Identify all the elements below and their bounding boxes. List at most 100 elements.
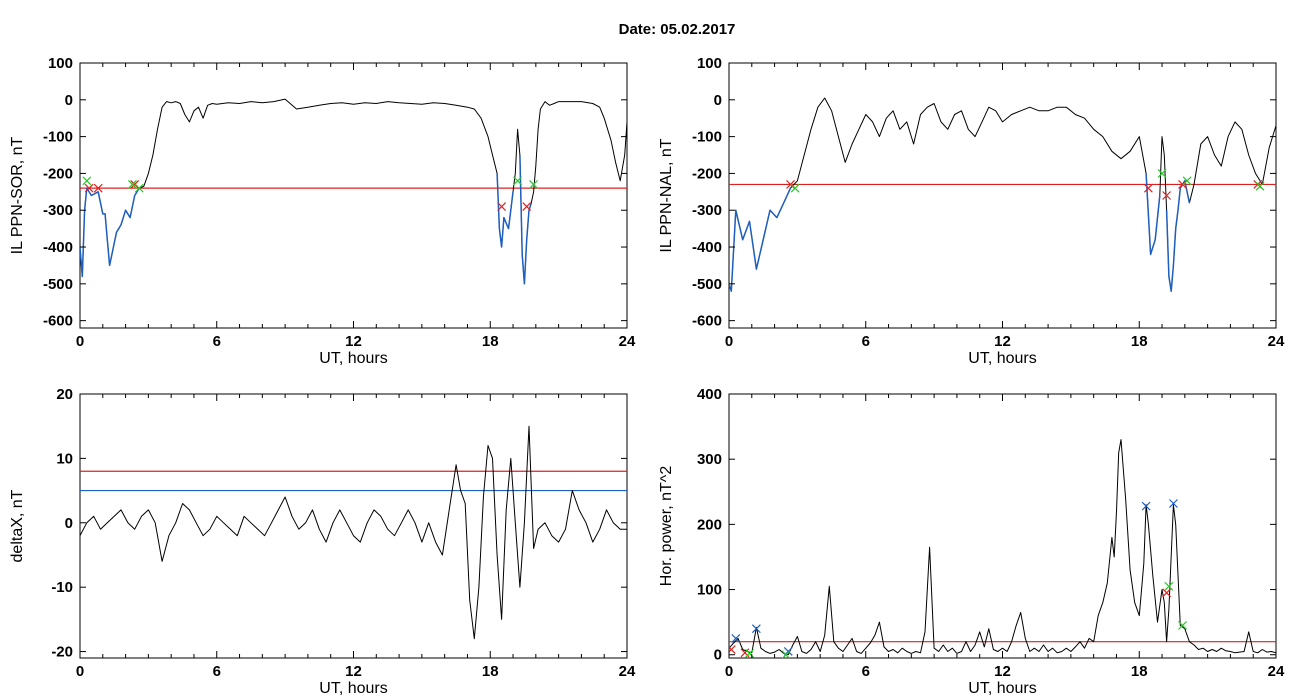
- marker-stroke-b: [1162, 588, 1172, 598]
- marker-1: [751, 624, 761, 634]
- plot-frame: [728, 62, 1277, 329]
- x-axis-label: UT, hours: [968, 680, 1036, 697]
- marker-stroke-b: [513, 176, 523, 186]
- marker-stroke-b: [127, 180, 137, 189]
- x-tick-label: 0: [725, 333, 733, 350]
- marker-stroke-b: [1162, 191, 1172, 200]
- marker-6: [1157, 168, 1167, 178]
- plot-frame: [728, 393, 1277, 659]
- y-tick-label: 0: [65, 92, 73, 109]
- marker-stroke-b: [1182, 176, 1192, 186]
- marker-3: [1178, 180, 1187, 189]
- x-tick-label: 18: [482, 333, 499, 350]
- x-tick-label: 6: [862, 663, 870, 680]
- marker-4: [1169, 499, 1178, 508]
- x-tick-label: 12: [345, 663, 362, 680]
- y-tick-label: 0: [714, 92, 722, 109]
- marker-3: [1141, 501, 1151, 511]
- marker-stroke-b: [745, 649, 754, 658]
- marker-8: [513, 176, 523, 186]
- y-tick-label: -500: [692, 276, 722, 293]
- marker-6: [127, 180, 137, 189]
- series-line-1: [729, 187, 792, 292]
- x-tick-label: 0: [76, 663, 84, 680]
- y-axis-label: IL PPN-NAL, nT: [658, 138, 675, 252]
- y-tick-label: 0: [65, 515, 73, 532]
- marker-5: [729, 645, 736, 654]
- x-tick-label: 0: [76, 333, 84, 350]
- marker-stroke-b: [1141, 501, 1151, 511]
- y-tick-label: 100: [697, 55, 722, 72]
- marker-11: [1178, 620, 1187, 630]
- marker-stroke-b: [790, 183, 800, 193]
- marker-stroke-b: [1178, 180, 1187, 189]
- x-axis-label: UT, hours: [319, 680, 387, 697]
- y-tick-label: -100: [43, 129, 73, 146]
- series-line-1: [80, 187, 140, 278]
- marker-stroke-b: [1169, 499, 1178, 508]
- y-tick-label: -20: [51, 644, 73, 661]
- y-tick-label: -600: [43, 313, 73, 330]
- figure-title: Date: 05.02.2017: [619, 21, 736, 38]
- marker-stroke-b: [84, 183, 94, 193]
- marker-stroke-b: [781, 650, 791, 658]
- y-axis-label: deltaX, nT: [9, 489, 26, 562]
- series-line-3: [1165, 180, 1191, 292]
- marker-stroke-b: [1143, 183, 1153, 193]
- y-tick-label: -200: [43, 165, 73, 182]
- y-tick-label: -300: [43, 202, 73, 219]
- plot-area: [80, 425, 627, 640]
- marker-1: [1143, 183, 1153, 193]
- marker-10: [1164, 581, 1174, 591]
- x-tick-label: 6: [862, 333, 870, 350]
- marker-stroke-b: [786, 180, 795, 189]
- x-tick-label: 0: [725, 663, 733, 680]
- series-line-3: [519, 154, 533, 285]
- series-line-0: [80, 425, 627, 640]
- marker-stroke-b: [130, 180, 140, 189]
- series-line-2: [496, 173, 514, 248]
- marker-stroke-b: [1164, 581, 1174, 591]
- y-tick-label: 20: [56, 386, 73, 403]
- y-axis-label: IL PPN-SOR, nT: [9, 136, 26, 254]
- marker-stroke-b: [93, 183, 103, 193]
- y-tick-label: 200: [697, 516, 722, 533]
- marker-1: [93, 183, 103, 193]
- marker-9: [781, 650, 791, 658]
- x-tick-label: 12: [345, 333, 362, 350]
- marker-stroke-b: [134, 183, 144, 193]
- marker-stroke-b: [1157, 168, 1167, 178]
- y-tick-label: -10: [51, 579, 73, 596]
- x-tick-label: 24: [1268, 333, 1285, 350]
- x-axis-label: UT, hours: [319, 350, 387, 367]
- plot-frame: [79, 62, 628, 329]
- marker-5: [790, 183, 800, 193]
- y-tick-label: -200: [692, 165, 722, 182]
- marker-stroke-b: [740, 648, 750, 658]
- marker-4: [522, 202, 532, 211]
- plot-area: [80, 98, 627, 285]
- x-tick-label: 12: [994, 663, 1011, 680]
- x-tick-label: 18: [1131, 333, 1148, 350]
- x-tick-label: 6: [213, 663, 221, 680]
- marker-9: [529, 180, 538, 189]
- marker-stroke-b: [1178, 620, 1187, 630]
- y-tick-label: -600: [692, 313, 722, 330]
- marker-2: [130, 180, 140, 189]
- plot-frame: [79, 393, 628, 659]
- marker-stroke-b: [497, 202, 507, 211]
- marker-stroke-b: [529, 180, 538, 189]
- y-tick-label: 300: [697, 451, 722, 468]
- y-tick-label: -400: [692, 239, 722, 256]
- marker-3: [497, 202, 507, 211]
- y-tick-label: 0: [714, 647, 722, 664]
- y-tick-label: 100: [697, 582, 722, 599]
- y-axis-label: Hor. power, nT^2: [658, 466, 675, 587]
- panel-hor-power: 400 300 200 100 00 6 12 18 24 UT, hours Hor. power…: [658, 386, 1285, 697]
- y-tick-label: -300: [692, 202, 722, 219]
- marker-stroke-b: [731, 634, 741, 643]
- x-tick-label: 18: [482, 663, 499, 680]
- x-tick-label: 24: [619, 333, 636, 350]
